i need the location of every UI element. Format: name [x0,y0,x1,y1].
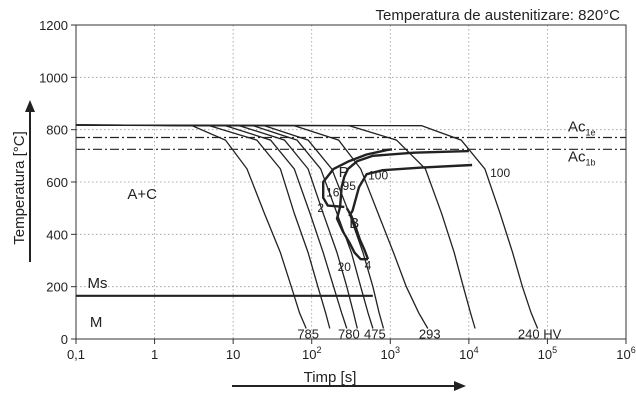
cooling-curve [75,124,358,329]
hardness-label: 475 [364,327,386,342]
cooling-curve [75,124,348,329]
x-tick-label: 0,1 [67,347,85,362]
y-tick-label: 0 [61,332,68,347]
chart-title: Temperatura de austenitizare: 820°C [376,7,621,24]
y-tick-label: 400 [46,227,68,242]
transformation-line [345,207,370,260]
hardness-label: 785 [297,327,319,342]
cooling-curve [75,124,307,329]
transformation-line [335,206,368,261]
region-label: P [339,164,349,181]
y-tick-label: 600 [46,175,68,190]
transformation-lines [322,148,473,261]
hardness-labels: 785 780 475 293 240 HV [297,327,561,342]
x-ticks: 0,1 1 10 102 103 104 105 106 [67,339,636,362]
x-tick-label: 102 [302,345,321,362]
percentage-label: 100 [490,166,510,180]
y-axis-label: Temperatura [°C] [11,131,28,245]
cooling-curve [75,124,429,329]
y-tick-label: 1000 [39,70,68,85]
region-label: M [90,314,103,331]
y-tick-label: 200 [46,280,68,295]
cooling-curve [75,124,374,329]
cooling-curve [75,124,539,329]
percentage-label: 2 [317,201,324,215]
time-axis-arrow [232,381,466,391]
region-labels: A+C M P B [90,164,359,331]
ms-line-group: Ms [76,275,373,297]
transformation-line [338,149,469,207]
ms-label: Ms [87,275,107,292]
cooling-curve [75,124,331,329]
x-tick-label: 104 [459,345,478,362]
x-axis-label: Timp [s] [304,369,357,386]
grid [76,25,626,339]
hardness-label: 240 HV [518,327,562,342]
percentage-label: 100 [368,168,388,182]
cooling-curves [75,124,539,329]
percentage-label: 16 [326,185,340,199]
y-tick-label: 1200 [39,18,68,33]
x-tick-label: 106 [616,345,635,362]
percentage-label: 4 [365,259,372,273]
hardness-label: 293 [419,327,441,342]
percentage-label: 20 [338,260,352,274]
temperature-axis-arrow [25,100,35,262]
ac-line-label: Ac1b [568,148,596,167]
x-tick-label: 1 [151,347,158,362]
percentage-label: 95 [343,179,357,193]
y-ticks: 0 200 400 600 800 1000 1200 [39,18,76,347]
cooling-curve [75,124,476,329]
y-tick-label: 800 [46,123,68,138]
x-tick-label: 10 [226,347,240,362]
x-tick-label: 105 [538,345,557,362]
ac-line-label: Ac1e [568,119,596,138]
ac-lines: Ac1e Ac1b [76,119,626,167]
annotations: 16 95 100 100 2 20 4 [317,166,510,274]
transformation-line [348,163,473,217]
region-label: B [349,215,359,232]
region-label: A+C [127,186,157,203]
transformation-line [322,148,393,209]
x-tick-label: 103 [381,345,400,362]
hardness-label: 780 [338,327,360,342]
